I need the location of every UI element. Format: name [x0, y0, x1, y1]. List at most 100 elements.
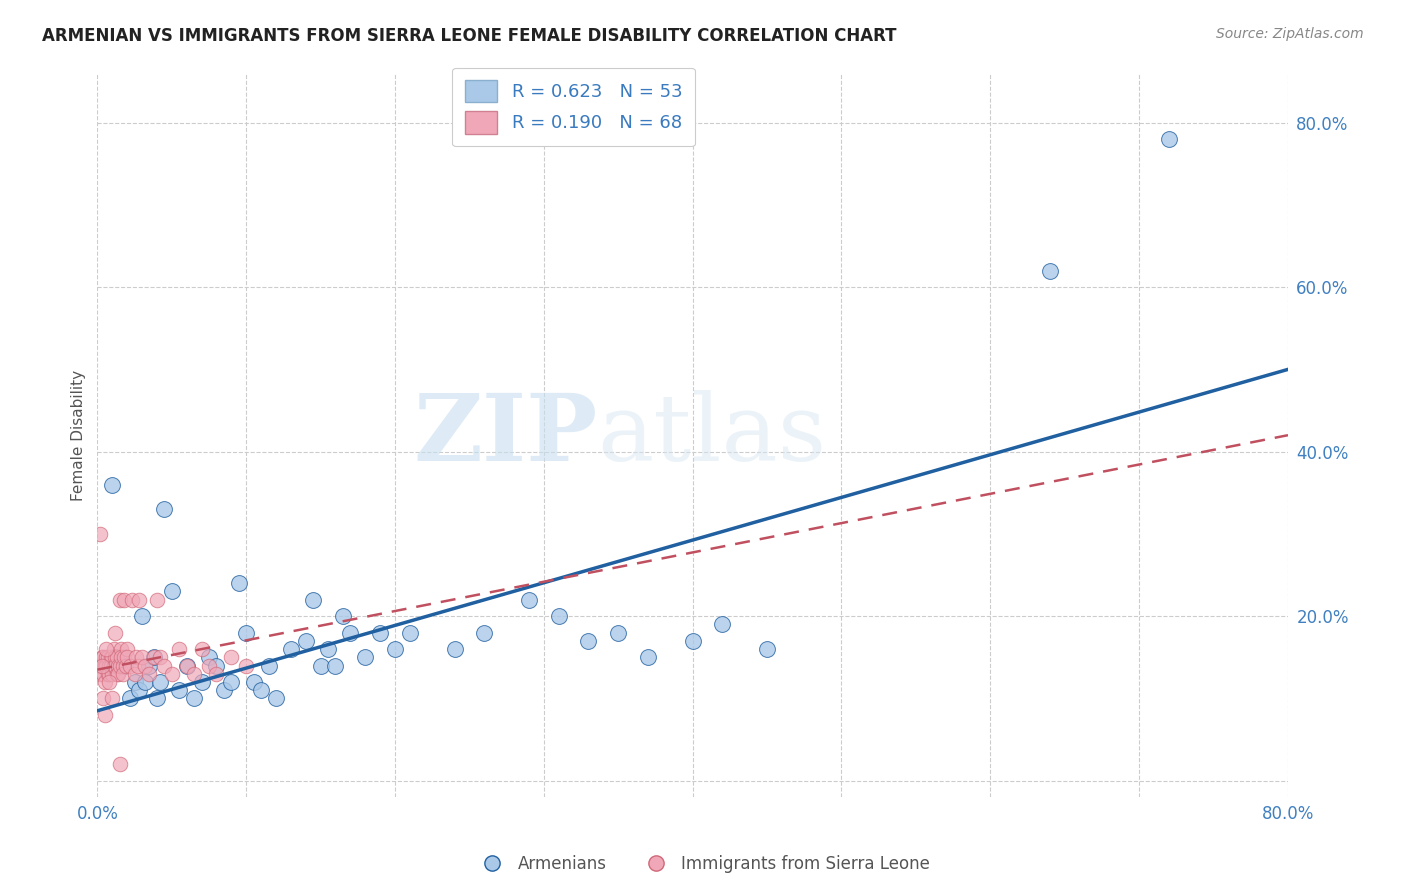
Legend: Armenians, Immigrants from Sierra Leone: Armenians, Immigrants from Sierra Leone: [470, 848, 936, 880]
Point: [160, 584, 183, 599]
Point: [111, 666, 134, 681]
Point: [91, 666, 114, 681]
Point: [682, 633, 704, 648]
Point: [94, 658, 117, 673]
Point: [131, 609, 153, 624]
Point: [128, 592, 150, 607]
Point: [264, 691, 287, 706]
Point: [128, 683, 150, 698]
Point: [228, 576, 250, 591]
Point: [94, 658, 117, 673]
Point: [112, 592, 135, 607]
Point: [97, 666, 120, 681]
Point: [98, 675, 121, 690]
Point: [103, 658, 125, 673]
Point: [221, 650, 243, 665]
Point: [110, 650, 132, 665]
Point: [607, 625, 630, 640]
Point: [104, 650, 127, 665]
Point: [96, 650, 118, 665]
Point: [280, 642, 302, 657]
Point: [153, 658, 176, 673]
Point: [89, 527, 111, 541]
Point: [146, 592, 169, 607]
Point: [316, 642, 339, 657]
Point: [107, 658, 129, 673]
Point: [98, 658, 121, 673]
Point: [104, 650, 127, 665]
Point: [368, 625, 391, 640]
Text: Source: ZipAtlas.com: Source: ZipAtlas.com: [1216, 27, 1364, 41]
Point: [711, 617, 734, 632]
Point: [124, 675, 146, 690]
Point: [399, 625, 422, 640]
Point: [176, 658, 198, 673]
Point: [101, 477, 124, 491]
Point: [167, 642, 190, 657]
Point: [198, 650, 221, 665]
Legend: R = 0.623   N = 53, R = 0.190   N = 68: R = 0.623 N = 53, R = 0.190 N = 68: [453, 68, 695, 146]
Point: [108, 592, 131, 607]
Text: ZIP: ZIP: [413, 390, 598, 480]
Point: [149, 650, 172, 665]
Point: [160, 666, 183, 681]
Text: ARMENIAN VS IMMIGRANTS FROM SIERRA LEONE FEMALE DISABILITY CORRELATION CHART: ARMENIAN VS IMMIGRANTS FROM SIERRA LEONE…: [42, 27, 897, 45]
Point: [115, 642, 138, 657]
Point: [90, 658, 112, 673]
Point: [384, 642, 406, 657]
Point: [443, 642, 465, 657]
Point: [87, 658, 110, 673]
Point: [756, 642, 779, 657]
Point: [94, 707, 117, 722]
Point: [112, 658, 135, 673]
Point: [98, 666, 121, 681]
Point: [142, 650, 165, 665]
Point: [257, 658, 280, 673]
Point: [101, 691, 124, 706]
Point: [111, 658, 134, 673]
Point: [332, 609, 354, 624]
Point: [146, 691, 169, 706]
Point: [107, 666, 129, 681]
Point: [90, 650, 112, 665]
Point: [294, 633, 316, 648]
Point: [124, 666, 146, 681]
Point: [190, 642, 212, 657]
Point: [205, 658, 228, 673]
Point: [105, 650, 128, 665]
Point: [235, 658, 257, 673]
Point: [176, 658, 198, 673]
Point: [302, 592, 325, 607]
Point: [103, 642, 125, 657]
Point: [121, 592, 143, 607]
Point: [221, 675, 243, 690]
Point: [325, 658, 347, 673]
Point: [138, 666, 160, 681]
Point: [97, 650, 120, 665]
Point: [153, 502, 176, 516]
Point: [108, 757, 131, 772]
Point: [104, 658, 127, 673]
Point: [134, 675, 156, 690]
Point: [242, 675, 264, 690]
Point: [94, 675, 117, 690]
Text: atlas: atlas: [598, 390, 827, 480]
Point: [354, 650, 377, 665]
Point: [110, 642, 132, 657]
Point: [183, 691, 205, 706]
Point: [100, 658, 122, 673]
Point: [205, 666, 228, 681]
Point: [120, 658, 142, 673]
Point: [104, 625, 127, 640]
Point: [339, 625, 361, 640]
Point: [149, 675, 172, 690]
Point: [190, 675, 212, 690]
Point: [547, 609, 569, 624]
Point: [114, 658, 136, 673]
Point: [89, 666, 111, 681]
Point: [127, 658, 149, 673]
Point: [138, 658, 160, 673]
Point: [115, 650, 138, 665]
Point: [1039, 263, 1062, 277]
Point: [120, 691, 142, 706]
